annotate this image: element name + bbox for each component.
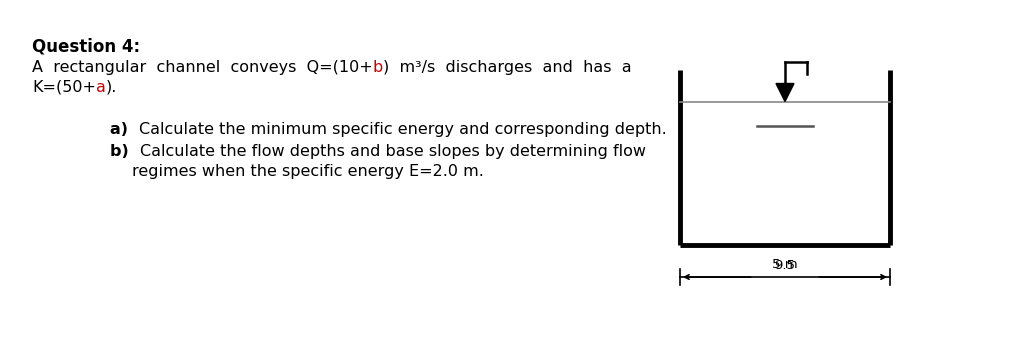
Text: regimes when the specific energy E=2.0 m.: regimes when the specific energy E=2.0 m… <box>132 164 484 179</box>
Text: Calculate the minimum specific energy and corresponding depth.: Calculate the minimum specific energy an… <box>139 122 667 137</box>
Text: A  rectangular  channel  conveys  Q=(10+: A rectangular channel conveys Q=(10+ <box>32 60 373 75</box>
Text: b: b <box>373 60 383 75</box>
Text: Calculate the flow depths and base slopes by determining flow: Calculate the flow depths and base slope… <box>140 144 646 159</box>
Text: 5 m: 5 m <box>772 258 798 271</box>
Text: ).: ). <box>105 80 118 95</box>
Text: )  m³/s  discharges  and  has  a: ) m³/s discharges and has a <box>383 60 632 75</box>
Text: 9.5: 9.5 <box>774 259 796 272</box>
Text: a): a) <box>110 122 139 137</box>
Text: a: a <box>96 80 105 95</box>
Text: Question 4:: Question 4: <box>32 38 140 56</box>
Polygon shape <box>776 83 794 102</box>
Text: K=(50+: K=(50+ <box>32 80 96 95</box>
Text: b): b) <box>110 144 140 159</box>
